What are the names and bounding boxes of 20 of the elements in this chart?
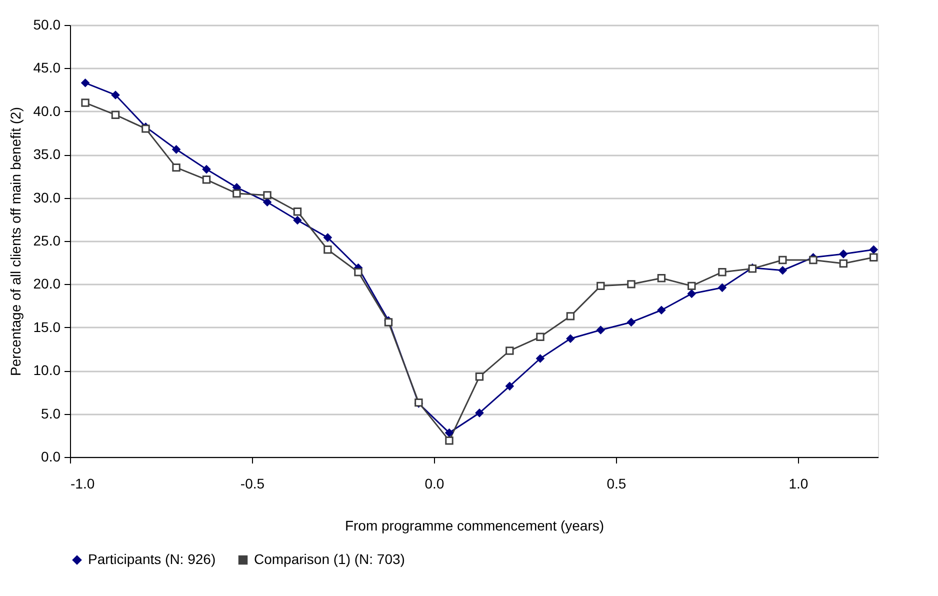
y-tick-label: 25.0 (33, 232, 61, 248)
y-tick-label: 30.0 (33, 189, 61, 206)
y-tick-label: 15.0 (33, 318, 61, 335)
x-tick-label: 0.5 (606, 476, 626, 492)
x-tick-label: -1.0 (70, 476, 95, 492)
legend-label: Participants (N: 926) (88, 551, 216, 567)
y-tick-label: 5.0 (41, 405, 61, 422)
x-tick-label: 1.0 (788, 476, 808, 492)
x-axis-title: From programme commencement (years) (344, 518, 604, 534)
y-tick-label: 35.0 (33, 146, 61, 162)
y-axis-title: Percentage of all clients off main benefit (2) (7, 106, 24, 376)
legend-label: Comparison (1) (N: 703) (254, 551, 405, 567)
y-tick-label: 10.0 (33, 362, 61, 378)
y-tick-label: 20.0 (33, 276, 61, 292)
y-tick-label: 0.0 (41, 448, 61, 464)
x-tick-label: 0.0 (424, 476, 444, 492)
x-tick-label: -0.5 (240, 476, 265, 492)
y-tick-label: 40.0 (33, 102, 61, 119)
y-tick-label: 45.0 (33, 60, 61, 76)
y-tick-label: 50.0 (33, 16, 61, 32)
